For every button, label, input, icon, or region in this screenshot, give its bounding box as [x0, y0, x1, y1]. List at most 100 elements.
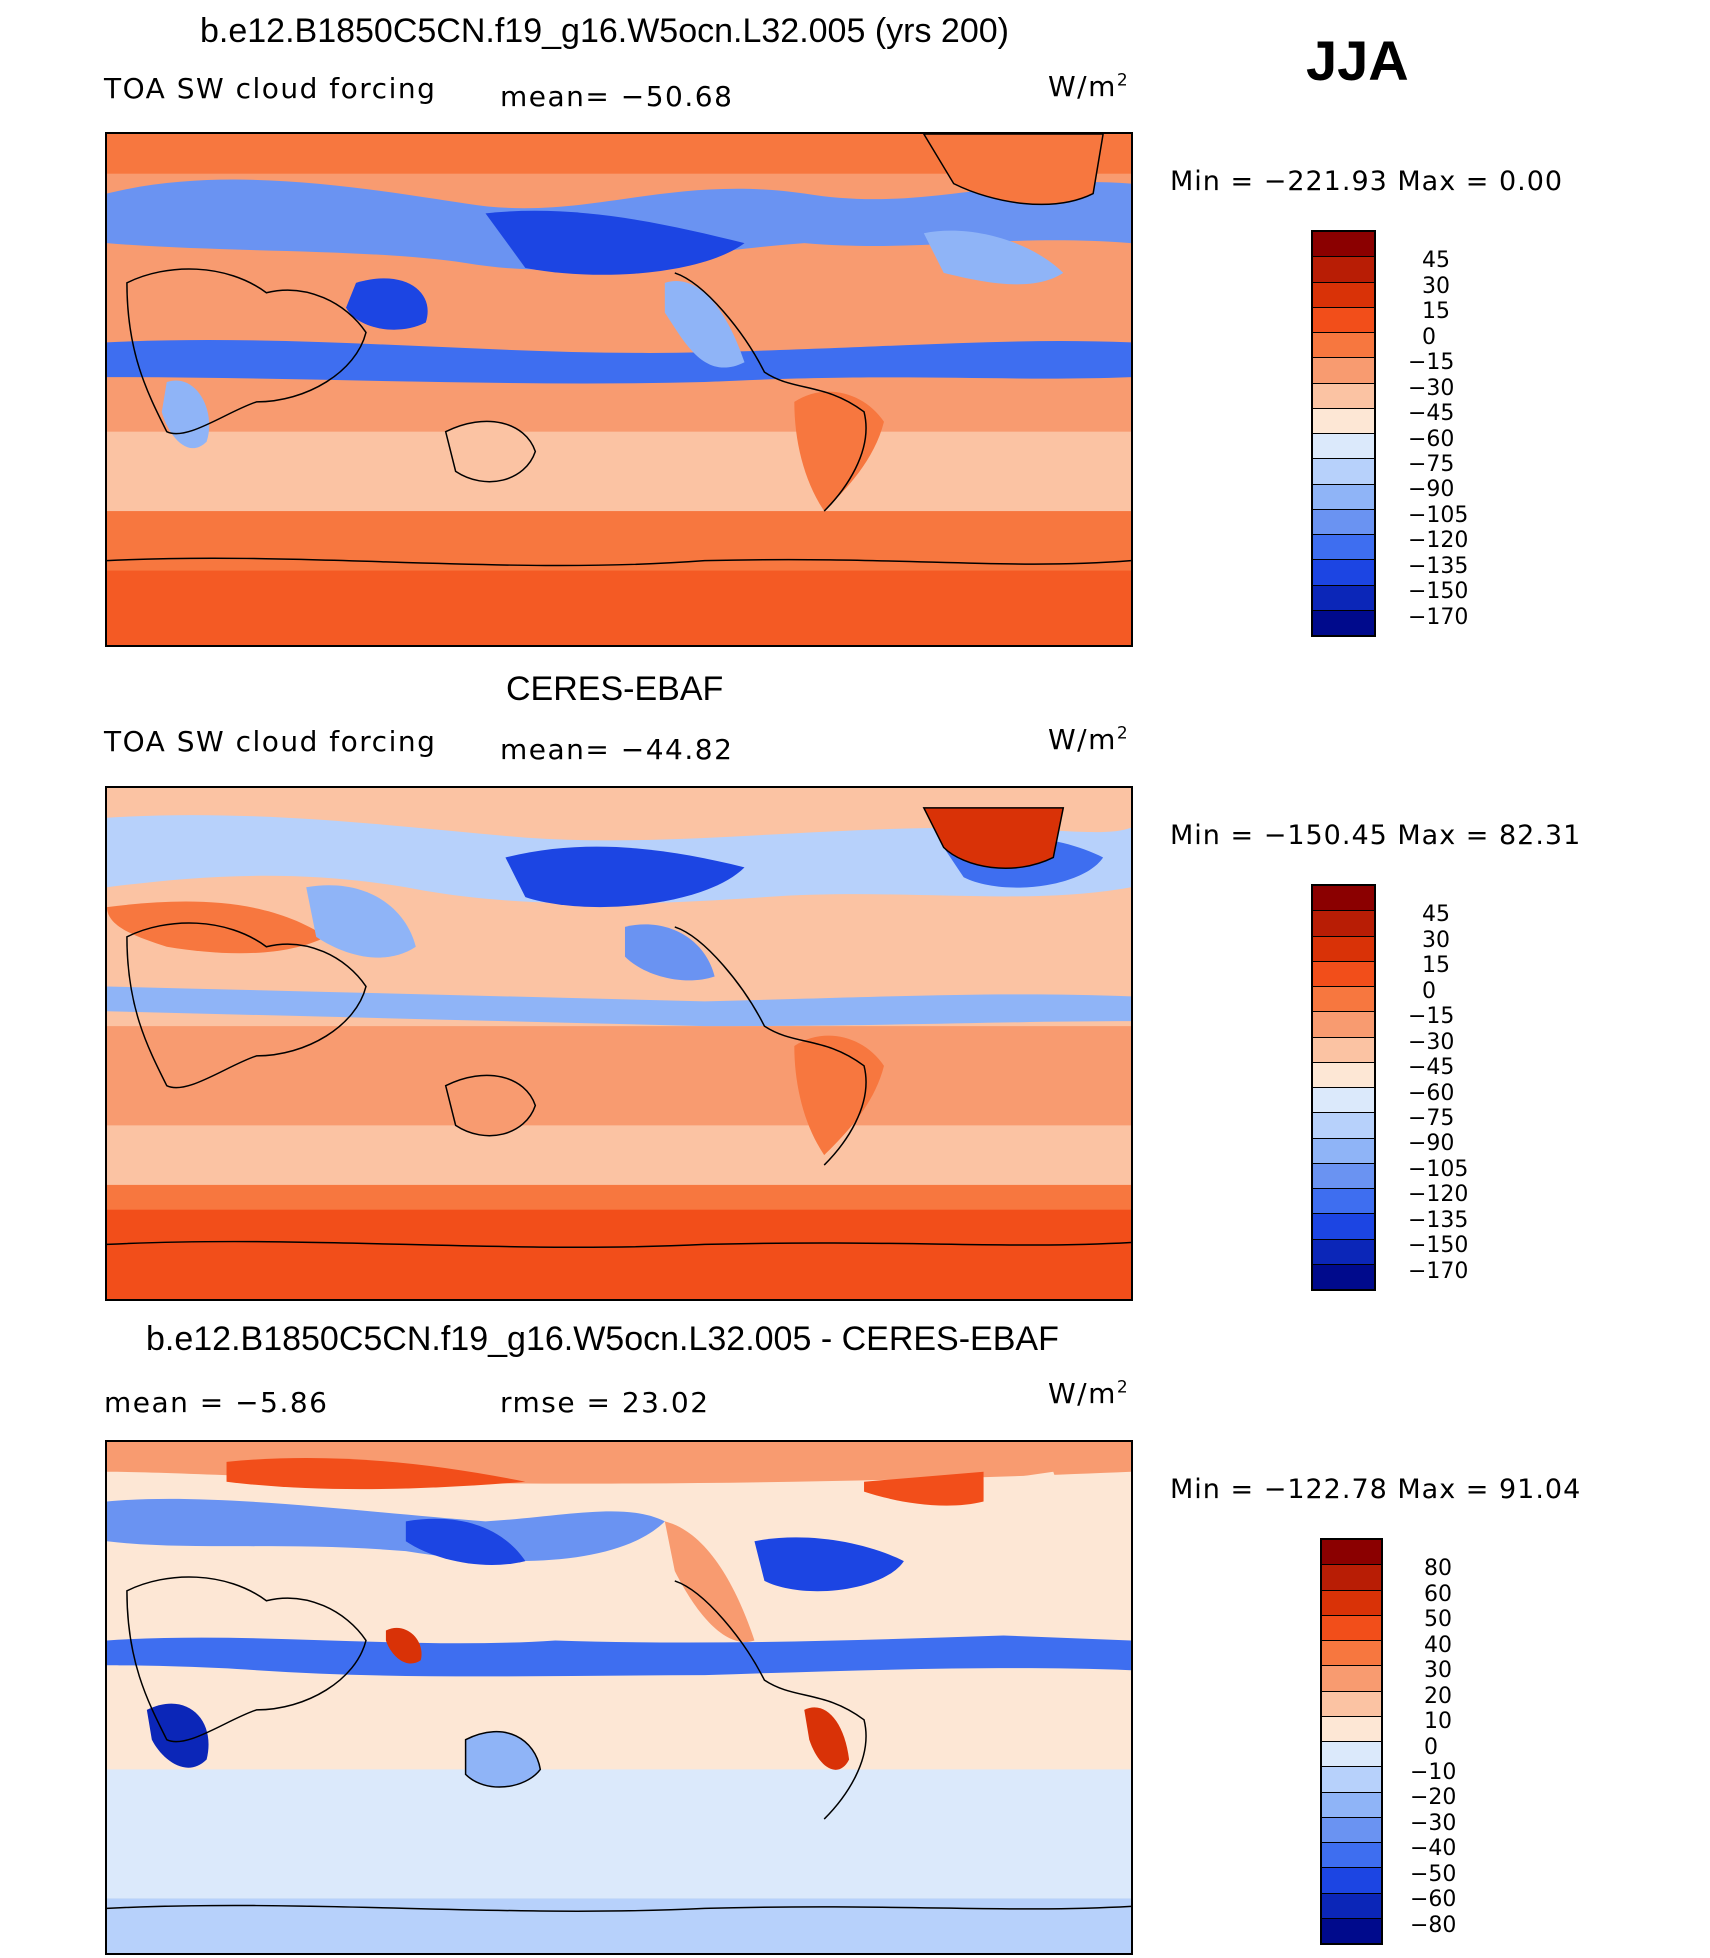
panel2-colorbar-swatch [1313, 1239, 1374, 1265]
panel1-colorbar-swatch [1313, 434, 1374, 460]
panel2-colorbar-tick-label: −15 [1408, 1004, 1455, 1030]
panel1-colorbar-tick-label: −30 [1408, 375, 1455, 401]
panel3-colorbar-tick-label: −40 [1410, 1836, 1457, 1862]
panel3-colorbar-swatch [1322, 1792, 1381, 1818]
panel1-mean-label: mean= −50.68 [500, 80, 734, 113]
panel3-colorbar-swatch [1322, 1918, 1381, 1943]
panel2-colorbar-swatch [1313, 1189, 1374, 1215]
panel3-colorbar-tick-label: −50 [1410, 1861, 1457, 1887]
panel2-colorbar-swatch [1313, 961, 1374, 987]
panel1-colorbar-swatch [1313, 408, 1374, 434]
panel1-colorbar-tick-label: 45 [1422, 248, 1450, 274]
panel3-units: W/m2 [1048, 1377, 1130, 1410]
panel2-colorbar-swatch [1313, 1088, 1374, 1114]
panel1-colorbar-tick-label: −135 [1408, 553, 1469, 579]
panel1-colorbar-tick-label: −45 [1408, 401, 1455, 427]
panel1-colorbar-swatch [1313, 509, 1374, 535]
panel2-colorbar-tick-label: −90 [1408, 1131, 1455, 1157]
panel2-colorbar-tick-label: −120 [1408, 1182, 1469, 1208]
panel2-colorbar-tick-label: 30 [1422, 927, 1450, 953]
panel3-colorbar-tick-label: 80 [1424, 1556, 1452, 1582]
panel3-colorbar-tick-label: 30 [1424, 1658, 1452, 1684]
panel2-colorbar-tick-label: −150 [1408, 1233, 1469, 1259]
panel1-colorbar-swatch [1313, 585, 1374, 611]
panel1-colorbar [1311, 230, 1376, 637]
panel2-colorbar-tick-label: −135 [1408, 1207, 1469, 1233]
panel2-colorbar-tick-label: −105 [1408, 1156, 1469, 1182]
panel1-colorbar-tick-label: −90 [1408, 477, 1455, 503]
panel3-colorbar-swatch [1322, 1716, 1381, 1742]
panel1-colorbar-swatch [1313, 560, 1374, 586]
panel2-map-canvas [107, 788, 1131, 1299]
panel1-colorbar-tick-label: −15 [1408, 350, 1455, 376]
panel2-units: W/m2 [1048, 723, 1130, 756]
panel1-colorbar-tick-label: 30 [1422, 273, 1450, 299]
panel2-colorbar-swatch [1313, 1138, 1374, 1164]
panel1-colorbar-swatch [1313, 383, 1374, 409]
panel3-colorbar-swatch [1322, 1843, 1381, 1869]
season-label: JJA [1306, 29, 1409, 92]
panel3-colorbar-tick-label: 20 [1424, 1683, 1452, 1709]
panel1-colorbar-tick-label: 15 [1422, 299, 1450, 325]
panel3-colorbar-tick-label: −60 [1410, 1887, 1457, 1913]
panel3-colorbar-swatch [1322, 1893, 1381, 1919]
panel2-colorbar [1311, 884, 1376, 1291]
panel3-colorbar-swatch [1322, 1817, 1381, 1843]
panel1-variable-label: TOA SW cloud forcing [104, 72, 437, 105]
panel1-colorbar-swatch [1313, 333, 1374, 359]
panel3-colorbar-swatch [1322, 1691, 1381, 1717]
panel1-colorbar-swatch [1313, 610, 1374, 635]
panel2-colorbar-tick-label: −75 [1408, 1105, 1455, 1131]
panel2-title: CERES-EBAF [506, 670, 724, 708]
panel3-colorbar-swatch [1322, 1565, 1381, 1591]
panel3-minmax: Min = −122.78 Max = 91.04 [1170, 1474, 1582, 1505]
panel2-colorbar-swatch [1313, 1012, 1374, 1038]
panel3-colorbar-tick-label: 50 [1424, 1607, 1452, 1633]
panel2-mean-label: mean= −44.82 [500, 733, 734, 766]
panel1-units: W/m2 [1048, 70, 1130, 103]
panel3-colorbar-swatch [1322, 1540, 1381, 1566]
panel3-colorbar-swatch [1322, 1641, 1381, 1667]
panel3-colorbar-swatch [1322, 1666, 1381, 1692]
panel2-colorbar-swatch [1313, 1163, 1374, 1189]
panel1-minmax: Min = −221.93 Max = 0.00 [1170, 166, 1564, 197]
panel3-title: b.e12.B1850C5CN.f19_g16.W5ocn.L32.005 - … [146, 1320, 1059, 1358]
panel2-colorbar-swatch [1313, 1264, 1374, 1289]
panel2-colorbar-swatch [1313, 1037, 1374, 1063]
panel1-colorbar-swatch [1313, 535, 1374, 561]
panel1-colorbar-swatch [1313, 232, 1374, 258]
panel1-colorbar-tick-label: −105 [1408, 502, 1469, 528]
panel1-colorbar-swatch [1313, 459, 1374, 485]
panel1-colorbar-swatch [1313, 257, 1374, 283]
panel1-map [105, 132, 1133, 647]
panel3-colorbar-tick-label: 10 [1424, 1709, 1452, 1735]
panel1-colorbar-tick-label: −75 [1408, 451, 1455, 477]
panel3-colorbar-tick-label: 40 [1424, 1632, 1452, 1658]
panel2-variable-label: TOA SW cloud forcing [104, 725, 437, 758]
panel3-colorbar-swatch [1322, 1767, 1381, 1793]
panel3-colorbar-tick-label: 0 [1424, 1734, 1438, 1760]
panel2-colorbar-tick-label: −60 [1408, 1080, 1455, 1106]
panel1-colorbar-swatch [1313, 307, 1374, 333]
panel3-colorbar-swatch [1322, 1742, 1381, 1768]
panel1-colorbar-tick-label: −170 [1408, 604, 1469, 630]
panel2-colorbar-tick-label: 0 [1422, 978, 1436, 1004]
panel1-colorbar-tick-label: −150 [1408, 579, 1469, 605]
panel1-colorbar-swatch [1313, 484, 1374, 510]
panel2-colorbar-tick-label: −45 [1408, 1055, 1455, 1081]
panel2-colorbar-swatch [1313, 886, 1374, 912]
panel2-colorbar-tick-label: 15 [1422, 953, 1450, 979]
panel2-map [105, 786, 1133, 1301]
panel3-colorbar-tick-label: −80 [1410, 1912, 1457, 1938]
panel1-colorbar-tick-label: −60 [1408, 426, 1455, 452]
panel2-colorbar-swatch [1313, 1214, 1374, 1240]
panel2-colorbar-swatch [1313, 1062, 1374, 1088]
panel3-colorbar-tick-label: 60 [1424, 1581, 1452, 1607]
panel1-colorbar-tick-label: 0 [1422, 324, 1436, 350]
panel3-mean-label: mean = −5.86 [104, 1386, 329, 1419]
panel2-minmax: Min = −150.45 Max = 82.31 [1170, 820, 1582, 851]
panel3-colorbar-swatch [1322, 1590, 1381, 1616]
panel3-colorbar-tick-label: −20 [1410, 1785, 1457, 1811]
panel1-colorbar-swatch [1313, 358, 1374, 384]
panel3-colorbar-swatch [1322, 1615, 1381, 1641]
